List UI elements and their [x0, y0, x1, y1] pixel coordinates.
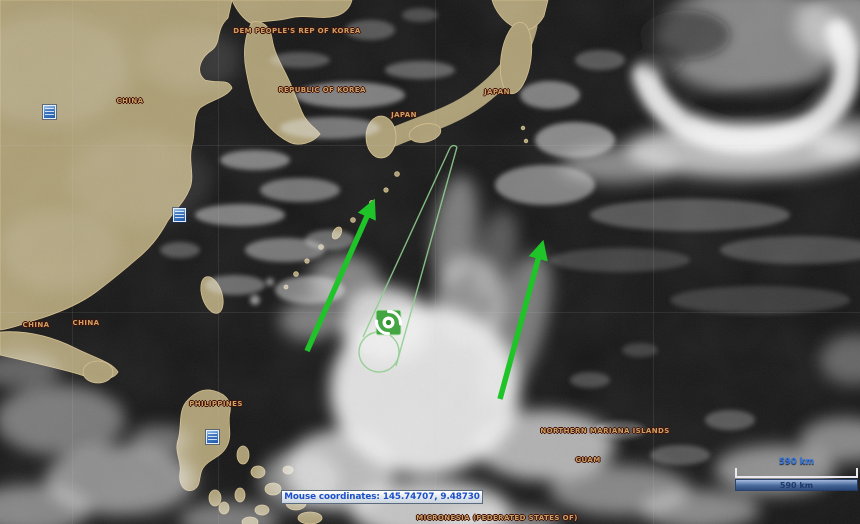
label-china-2: CHINA — [22, 321, 50, 329]
label-rok: REPUBLIC OF KOREA — [278, 86, 366, 94]
station-marker-icon[interactable] — [43, 105, 56, 119]
label-n-mariana: NORTHERN MARIANA ISLANDS — [540, 427, 670, 435]
label-micronesia: MICRONESIA (FEDERATED STATES OF) — [416, 514, 578, 522]
annotation-arrows — [304, 198, 548, 400]
label-dprk: DEM PEOPLE'S REP OF KOREA — [233, 27, 361, 35]
label-japan-west: JAPAN — [391, 111, 417, 119]
mouse-coordinates-label: Mouse coordinates: — [284, 492, 380, 502]
label-japan-east: JAPAN — [484, 88, 510, 96]
motion-arrow-east — [497, 239, 548, 400]
mouse-coordinates-bar: Mouse coordinates: 145.74707, 9.48730 — [281, 490, 483, 504]
mouse-coordinates-value: 145.74707, 9.48730 — [382, 492, 480, 502]
station-marker-icon[interactable] — [173, 208, 186, 222]
scale-label: 590 km — [778, 457, 815, 467]
scale-bar-label: 590 km — [779, 480, 814, 490]
label-china-1: CHINA — [116, 97, 144, 105]
scale-blue-bar: 590 km — [735, 479, 858, 491]
station-marker-icon[interactable] — [206, 430, 219, 444]
label-china-3: CHINA — [72, 319, 100, 327]
scale-line — [735, 468, 858, 478]
label-philippines: PHILIPPINES — [189, 400, 243, 408]
label-guam: GUAM — [575, 456, 601, 464]
scale-bar: 590 km 590 km — [735, 457, 858, 491]
motion-arrow-west — [304, 198, 376, 353]
tropical-cyclone-icon[interactable] — [375, 309, 402, 336]
